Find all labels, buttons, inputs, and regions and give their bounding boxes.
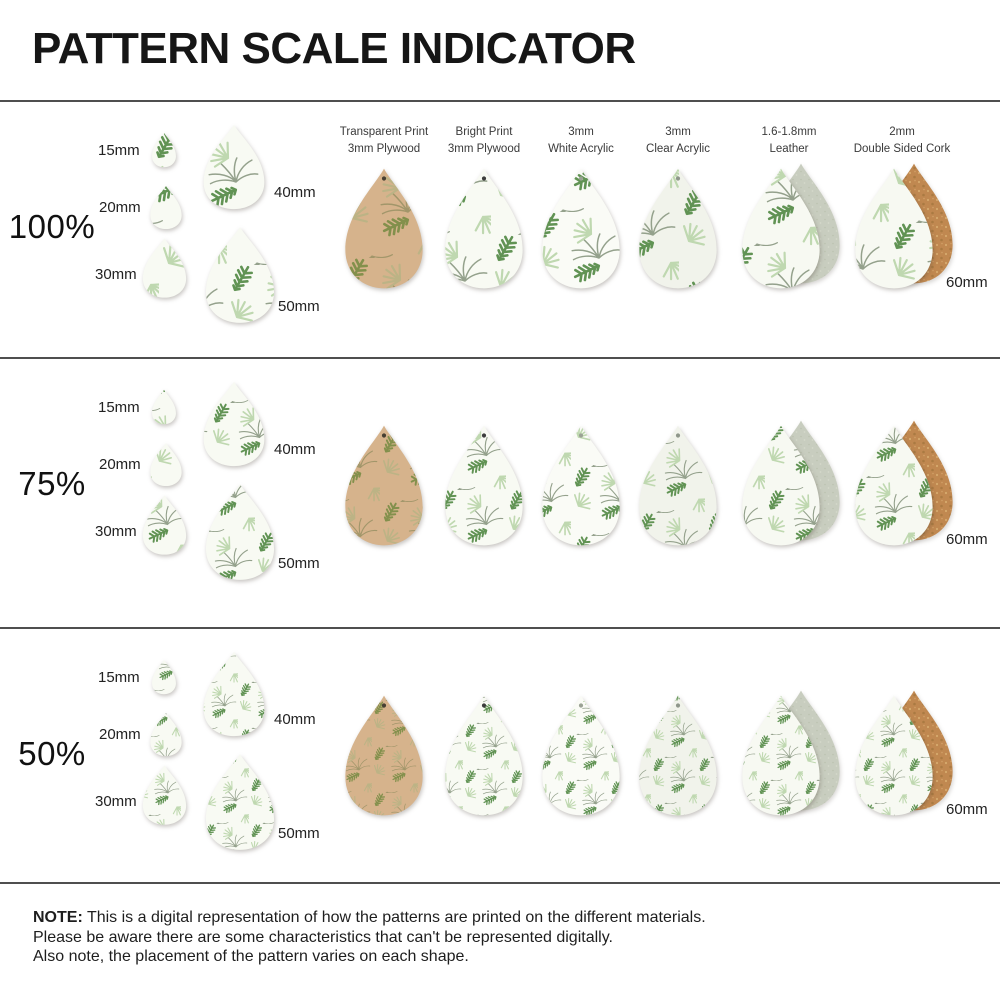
material-size-label: 60mm [946,531,988,548]
teardrop-20mm-sample [150,185,182,230]
page-title: PATTERN SCALE INDICATOR [32,24,636,73]
size-label: 20mm [99,199,141,216]
material-header-plywood-transparent: Transparent Print 3mm Plywood [339,126,429,155]
hang-hole [578,176,584,181]
size-label: 15mm [98,142,140,159]
note-label: NOTE: [33,909,83,926]
hang-hole [481,433,487,438]
teardrop-40mm-sample [203,651,265,737]
size-label: 40mm [274,184,316,201]
teardrop-15mm-sample [152,659,176,695]
size-label: 50mm [278,298,320,315]
material-size-label: 60mm [946,801,988,818]
teardrop-30mm-sample [142,765,187,825]
teardrop-60mm-leather [742,168,820,289]
teardrop-60mm-cork [855,425,933,546]
teardrop-60mm-plywood-bright [445,695,523,816]
divider [0,100,1000,102]
size-label: 30mm [95,266,137,283]
teardrop-20mm-sample [150,442,182,487]
material-header-white-acrylic: 3mm White Acrylic [548,126,614,155]
scale-row-100: 100% 15mm 20mm 30mm 40mm 50mm Transparent… [0,100,1000,357]
scale-percentage-label: 100% [8,208,96,245]
material-header-leather: 1.6-1.8mm Leather [761,126,817,155]
teardrop-20mm-sample [150,712,182,757]
material-header-cork: 2mm Double Sided Cork [853,126,951,155]
hang-hole [675,433,681,438]
hang-hole [381,176,387,181]
material-size-label: 60mm [946,274,988,291]
teardrop-15mm-sample [152,132,176,168]
teardrop-60mm-white-acrylic [542,695,620,816]
size-label: 50mm [278,825,320,842]
size-label: 30mm [95,793,137,810]
teardrop-60mm-plywood-transparent [345,425,423,546]
size-label: 15mm [98,399,140,416]
hang-hole [675,176,681,181]
note-text: NOTE: This is a digital representation o… [33,908,706,967]
hang-hole [381,703,387,708]
size-label: 20mm [99,726,141,743]
hang-hole [481,176,487,181]
divider [0,882,1000,884]
hang-hole [578,433,584,438]
teardrop-60mm-clear-acrylic [639,695,717,816]
hang-hole [675,703,681,708]
teardrop-60mm-cork [855,168,933,289]
teardrop-40mm-sample [203,381,265,467]
teardrop-50mm-sample [205,227,275,323]
note-line-2: Please be aware there are some character… [33,928,613,946]
size-label: 15mm [98,669,140,686]
scale-percentage-label: 75% [18,465,86,502]
size-label: 20mm [99,456,141,473]
teardrop-60mm-leather [742,425,820,546]
hang-hole [381,433,387,438]
teardrop-60mm-cork [855,695,933,816]
teardrop-60mm-leather [742,695,820,816]
material-header-plywood-bright: Bright Print 3mm Plywood [447,126,521,155]
teardrop-60mm-clear-acrylic [639,168,717,289]
hang-hole [481,703,487,708]
divider [0,357,1000,359]
note-line-1: This is a digital representation of how … [86,909,706,926]
size-label: 40mm [274,441,316,458]
scale-row-75: 75% 15mm 20mm 30mm 40mm 50mm [0,357,1000,627]
teardrop-50mm-sample [205,484,275,580]
teardrop-40mm-sample [203,124,265,210]
teardrop-30mm-sample [142,495,187,555]
scale-percentage-label: 50% [18,735,86,772]
size-label: 50mm [278,555,320,572]
size-label: 40mm [274,711,316,728]
material-header-clear-acrylic: 3mm Clear Acrylic [646,126,710,155]
hang-hole [578,703,584,708]
note-line-3: Also note, the placement of the pattern … [33,948,469,965]
teardrop-15mm-sample [152,389,176,425]
teardrop-60mm-plywood-bright [445,168,523,289]
teardrop-60mm-clear-acrylic [639,425,717,546]
teardrop-60mm-plywood-transparent [345,168,423,289]
scale-row-50: 50% 15mm 20mm 30mm 40mm 50mm [0,627,1000,882]
teardrop-60mm-white-acrylic [542,425,620,546]
teardrop-50mm-sample [205,754,275,850]
divider [0,627,1000,629]
teardrop-60mm-plywood-transparent [345,695,423,816]
size-label: 30mm [95,523,137,540]
teardrop-60mm-plywood-bright [445,425,523,546]
teardrop-30mm-sample [142,238,187,298]
teardrop-60mm-white-acrylic [542,168,620,289]
